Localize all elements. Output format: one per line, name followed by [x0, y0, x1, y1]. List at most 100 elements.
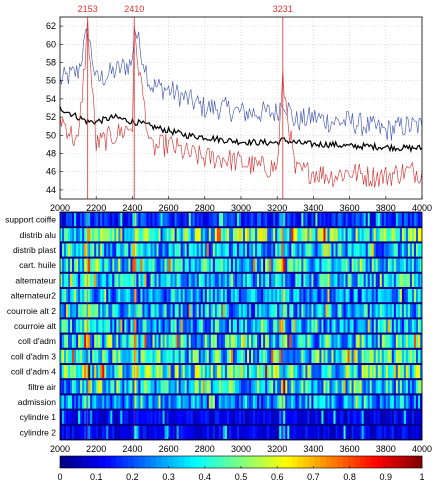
- heatmap-cell: [305, 243, 308, 257]
- heatmap-cell: [92, 304, 95, 318]
- heatmap-cell: [130, 425, 133, 439]
- heatmap-cell: [192, 334, 196, 348]
- heatmap-cell: [70, 380, 73, 394]
- heatmap-cell: [98, 319, 101, 333]
- heatmap-cell: [102, 319, 105, 333]
- heatmap-cell: [174, 243, 177, 257]
- heatmap-cell: [419, 289, 423, 303]
- heatmap-cell: [397, 213, 401, 227]
- heatmap-cell: [148, 228, 151, 242]
- heatmap-cell: [419, 243, 423, 257]
- heatmap-cell: [70, 243, 73, 257]
- heatmap-cell: [333, 395, 336, 409]
- heatmap-cell: [413, 273, 417, 287]
- heatmap-cell: [403, 213, 407, 227]
- heatmap-cell: [349, 380, 352, 394]
- heatmap-cell: [224, 380, 228, 394]
- heatmap-cell: [335, 228, 338, 242]
- heatmap-cell: [180, 243, 183, 257]
- heatmap-cell: [399, 349, 403, 363]
- heatmap-cell: [130, 319, 133, 333]
- heatmap-cell: [152, 349, 155, 363]
- colorbar-segment: [116, 456, 123, 468]
- heatmap-cell: [377, 365, 381, 379]
- heatmap-cell: [236, 380, 240, 394]
- heatmap-cell: [381, 395, 385, 409]
- heatmap-cell: [78, 213, 81, 227]
- heatmap-cell: [236, 243, 240, 257]
- heatmap-cell: [206, 334, 210, 348]
- heatmap-cell: [347, 425, 350, 439]
- heatmap-cell: [353, 243, 356, 257]
- heatmap-cell: [303, 258, 306, 272]
- heatmap-cell: [241, 380, 244, 394]
- heatmap-cell: [285, 349, 288, 363]
- heatmap-cell: [257, 289, 260, 303]
- heatmap-cell: [138, 304, 141, 318]
- heatmap-cell: [363, 243, 366, 257]
- heatmap-cell: [371, 365, 375, 379]
- heatmap-cell: [128, 243, 131, 257]
- heatmap-cell: [301, 304, 304, 318]
- heatmap-cell: [124, 365, 127, 379]
- heatmap-cell: [218, 365, 222, 379]
- heatmap-cell: [273, 365, 276, 379]
- heatmap-cell: [220, 334, 224, 348]
- marker-label-3231: 3231: [273, 4, 293, 14]
- heatmap-cell: [158, 289, 161, 303]
- heatmap-cell: [371, 334, 375, 348]
- heatmap-cell: [88, 395, 91, 409]
- heatmap-cell: [122, 410, 125, 424]
- heatmap-cell: [375, 289, 379, 303]
- heatmap-cell: [100, 273, 103, 287]
- heatmap-cell: [128, 273, 131, 287]
- heatmap-cell: [214, 258, 218, 272]
- heatmap-cell: [132, 304, 135, 318]
- heatmap-cell: [273, 243, 276, 257]
- heatmap-cell: [347, 365, 350, 379]
- colorbar-tick-label: 1: [419, 472, 424, 482]
- heatmap-cell: [351, 425, 354, 439]
- heatmap-cell: [156, 395, 159, 409]
- heatmap-cell: [291, 349, 294, 363]
- heatmap-cell: [261, 365, 264, 379]
- heatmap-cell: [100, 349, 103, 363]
- heatmap-cell: [136, 410, 139, 424]
- heatmap-cell: [180, 365, 183, 379]
- heatmap-cell: [222, 289, 226, 303]
- colorbar-segment: [342, 456, 349, 468]
- heatmap-cell: [68, 304, 71, 318]
- colorbar-segment: [257, 456, 264, 468]
- heatmap-cell: [263, 243, 266, 257]
- heatmap-cell: [327, 304, 330, 318]
- heatmap-cell: [377, 243, 381, 257]
- heatmap-cell: [269, 395, 272, 409]
- heatmap-cell: [267, 349, 270, 363]
- heatmap-cell: [271, 380, 274, 394]
- heatmap-cell: [156, 273, 159, 287]
- heatmap-cell: [393, 213, 397, 227]
- heatmap-cell: [218, 410, 222, 424]
- heatmap-cell: [399, 243, 403, 257]
- heatmap-cell: [94, 319, 97, 333]
- heatmap-cell: [359, 273, 362, 287]
- heatmap-cell: [399, 395, 403, 409]
- heatmap-cell: [409, 334, 413, 348]
- heatmap-cell: [212, 334, 216, 348]
- colorbar-segment: [252, 456, 259, 468]
- heatmap-cell: [142, 365, 145, 379]
- heatmap-cell: [379, 380, 383, 394]
- heatmap-cell: [401, 243, 405, 257]
- heatmap-cell: [381, 243, 385, 257]
- heatmap-cell: [134, 213, 137, 227]
- heatmap-cell: [291, 395, 294, 409]
- heatmap-cell: [204, 349, 208, 363]
- heatmap-cell: [162, 304, 165, 318]
- heatmap-cell: [146, 365, 149, 379]
- colorbar-segment: [376, 456, 383, 468]
- heatmap-cell: [383, 334, 387, 348]
- heatmap-cell: [339, 365, 342, 379]
- heatmap-cell: [399, 425, 403, 439]
- heatmap-cell: [377, 349, 381, 363]
